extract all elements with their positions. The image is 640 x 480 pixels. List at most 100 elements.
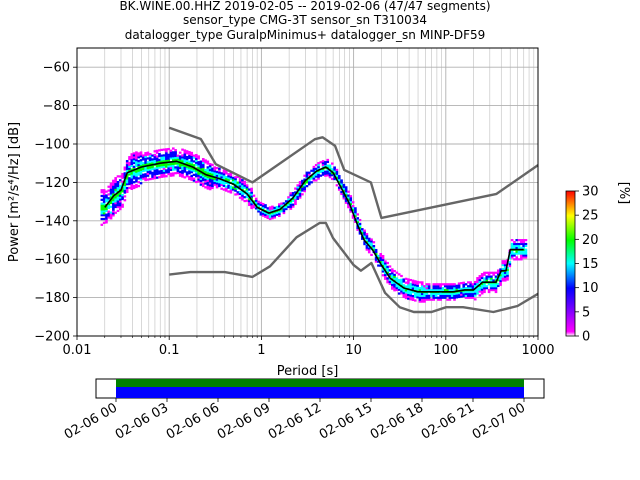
density-cell	[135, 162, 138, 166]
density-cell	[144, 163, 147, 166]
density-cell	[522, 254, 525, 257]
density-cell	[102, 206, 106, 209]
colorbar-tick-label: 5	[582, 305, 590, 320]
density-cell	[400, 280, 403, 283]
density-cell	[174, 156, 177, 159]
density-cell	[171, 168, 175, 171]
density-cell	[381, 256, 385, 260]
density-cell	[402, 288, 406, 291]
density-cell	[100, 189, 104, 192]
density-cell	[503, 279, 507, 282]
density-cell	[340, 190, 343, 194]
timeline-tick-label: 02-06 21	[419, 400, 477, 442]
density-cell	[349, 202, 353, 206]
density-cell	[105, 200, 108, 203]
density-cell	[144, 173, 147, 176]
density-cell	[301, 179, 304, 182]
density-cell	[354, 220, 357, 223]
density-cell	[201, 175, 205, 178]
density-cell	[312, 167, 316, 170]
density-cell	[218, 182, 221, 186]
density-cell	[379, 264, 383, 267]
density-cell	[225, 185, 228, 188]
density-cell	[132, 165, 136, 168]
density-cell	[153, 157, 157, 161]
density-cell	[386, 265, 389, 268]
density-cell	[100, 202, 104, 205]
density-cell	[125, 169, 129, 172]
density-cell	[414, 287, 417, 291]
density-cell	[420, 283, 424, 286]
density-cell	[453, 283, 456, 286]
density-cell	[280, 202, 283, 205]
density-cell	[271, 209, 274, 212]
density-cell	[487, 271, 491, 274]
density-cell	[148, 153, 152, 156]
timeline-tick-label: 02-06 00	[62, 400, 120, 442]
density-cell	[107, 210, 111, 213]
density-cell	[448, 294, 452, 297]
density-cell	[337, 180, 341, 184]
density-cell	[305, 181, 309, 184]
density-cell	[118, 206, 122, 209]
density-cell	[123, 189, 127, 192]
density-cell	[116, 194, 120, 197]
density-cell	[160, 148, 164, 151]
density-cell	[513, 258, 516, 261]
density-cell	[425, 292, 429, 296]
density-cell	[388, 274, 392, 278]
density-cell	[188, 177, 191, 181]
density-cell	[335, 168, 339, 172]
density-cell	[190, 163, 194, 166]
density-cell	[192, 177, 196, 180]
density-cell	[118, 207, 122, 211]
density-cell	[317, 171, 320, 174]
density-cell	[490, 288, 493, 292]
density-cell	[102, 221, 106, 224]
density-cell	[162, 148, 166, 151]
density-cell	[515, 246, 519, 249]
series-lines	[104, 126, 539, 314]
density-cell	[213, 172, 217, 175]
density-cell	[441, 292, 445, 296]
density-cell	[146, 166, 150, 170]
density-cell	[312, 177, 316, 180]
density-cell	[238, 181, 242, 184]
density-cell	[351, 205, 355, 208]
density-cell	[432, 298, 436, 301]
density-cell	[148, 177, 152, 181]
density-cell	[462, 285, 466, 288]
density-cell	[275, 205, 279, 209]
density-cell	[144, 159, 147, 162]
density-cell	[243, 192, 247, 195]
density-cell	[118, 179, 122, 182]
density-cell	[384, 260, 387, 263]
density-cell	[114, 182, 117, 186]
density-cell	[135, 180, 138, 183]
density-cell	[118, 200, 122, 203]
density-cell	[374, 258, 378, 261]
density-cell	[416, 280, 419, 284]
density-cell	[102, 194, 106, 198]
density-cell	[112, 206, 115, 209]
density-cell	[414, 299, 417, 302]
density-cell	[324, 170, 327, 173]
density-cell	[400, 290, 403, 293]
density-cell	[181, 169, 184, 172]
density-cell	[303, 184, 306, 187]
density-cell	[485, 285, 489, 288]
density-cell	[142, 167, 145, 171]
density-cell	[248, 194, 251, 197]
density-cell	[485, 279, 489, 282]
density-cell	[455, 288, 459, 291]
density-cell	[197, 161, 200, 164]
density-cell	[469, 290, 472, 294]
density-cell	[132, 152, 136, 155]
density-cell	[162, 154, 166, 157]
density-cell	[183, 158, 187, 162]
density-cell	[515, 252, 519, 255]
density-cell	[132, 167, 136, 170]
density-cell	[420, 294, 424, 297]
density-cell	[234, 193, 237, 196]
density-cell	[340, 192, 343, 196]
